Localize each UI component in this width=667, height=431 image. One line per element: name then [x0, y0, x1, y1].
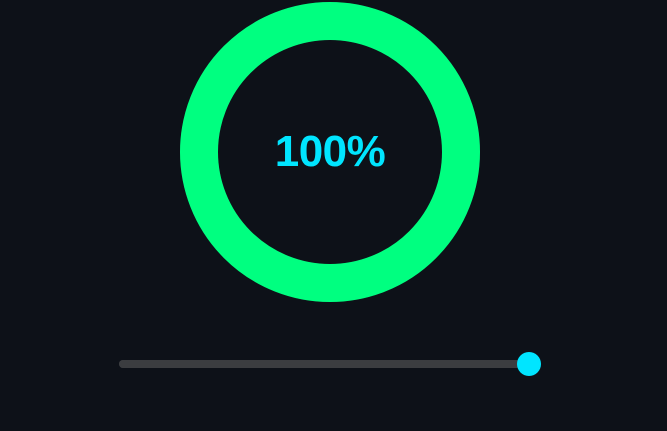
- progress-ring-graphic: [180, 2, 480, 302]
- progress-ring-arc: [180, 2, 480, 302]
- progress-percent-label: 100%: [274, 127, 386, 176]
- slider-track[interactable]: [119, 360, 537, 368]
- progress-slider[interactable]: [119, 351, 543, 377]
- progress-ring: 100%: [180, 2, 480, 302]
- slider-fill: [119, 360, 537, 368]
- slider-thumb[interactable]: [517, 352, 541, 376]
